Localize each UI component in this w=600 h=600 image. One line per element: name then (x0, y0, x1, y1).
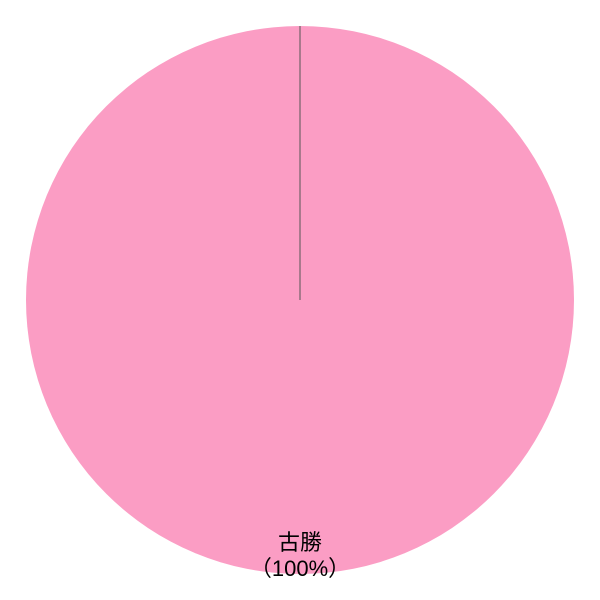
pie-slice-label-0: 古勝（100%） (250, 530, 350, 583)
slice-label-line2: （100%） (250, 556, 350, 582)
slice-label-line1: 古勝 (250, 530, 350, 556)
pie-chart-svg (0, 0, 600, 600)
pie-chart: 古勝（100%） (0, 0, 600, 600)
